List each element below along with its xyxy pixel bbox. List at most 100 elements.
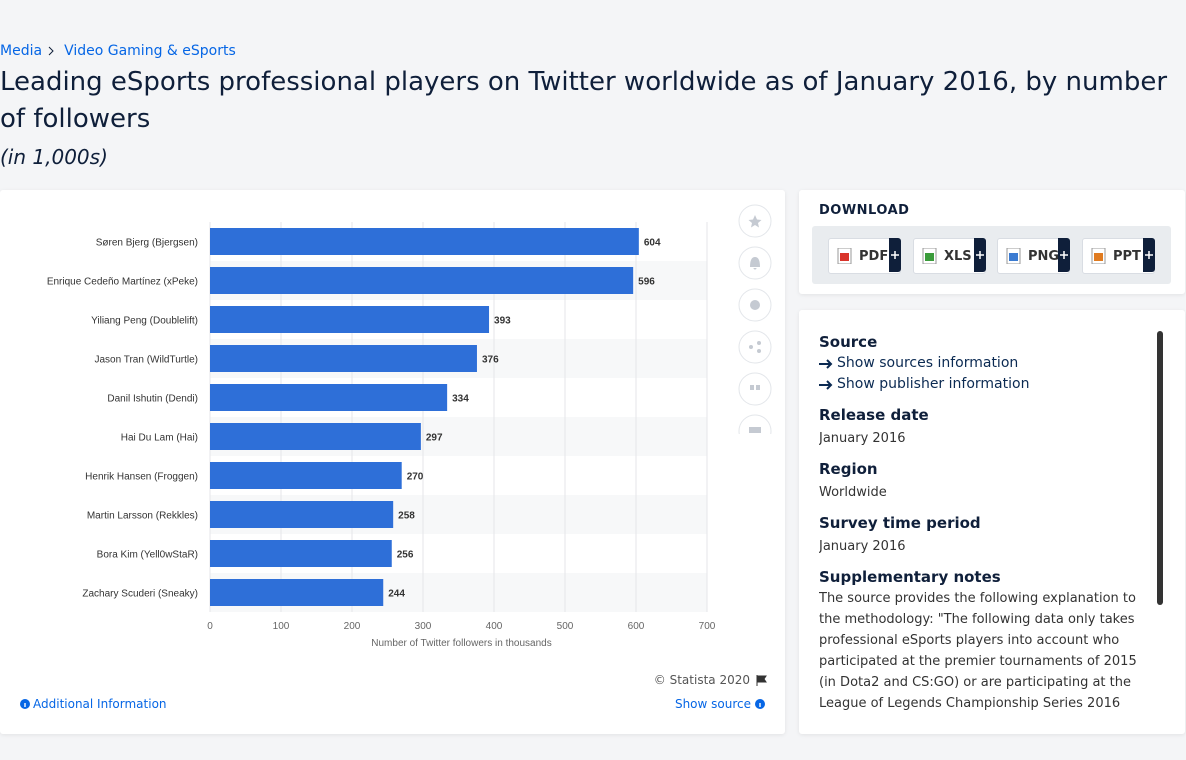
flag-icon[interactable] [756, 674, 767, 686]
detail-label: Survey time period [819, 514, 981, 532]
y-tick-label: Danil Ishutin (Dendi) [107, 394, 198, 405]
info-icon [755, 699, 765, 709]
bar [210, 306, 490, 333]
chevron-icon [48, 46, 54, 56]
y-tick-label: Bora Kim (Yell0wStaR) [97, 550, 198, 561]
tool-icons[interactable] [738, 204, 772, 448]
data-label: 256 [397, 550, 414, 561]
source-link[interactable]: Show publisher information [819, 374, 1149, 395]
y-tick-label: Zachary Scuderi (Sneaky) [82, 589, 198, 600]
download-card: DOWNLOAD PDF XLS PNG PPT [799, 190, 1185, 294]
detail-value: Worldwide [819, 485, 887, 500]
bar [210, 267, 634, 294]
y-tick-label: Hai Du Lam (Hai) [121, 433, 198, 444]
show-source-text[interactable]: Show source [674, 697, 751, 711]
bar [210, 384, 448, 411]
additional-info[interactable]: Additional Information [20, 697, 167, 711]
x-axis-label: Number of Twitter followers in thousands [371, 638, 551, 649]
chart-tools [738, 204, 772, 448]
details: Source Show sources information Show publ… [819, 332, 1149, 718]
source-link-text: Show sources information [837, 355, 1019, 371]
breadcrumb-link[interactable]: Media [0, 43, 43, 59]
x-tick-label: 0 [207, 621, 213, 632]
chart-card: 0 100 200 300 400 500 600 700 Number of Twitter … [0, 190, 785, 734]
source-link[interactable]: Show sources information [819, 353, 1149, 374]
chart: 0 100 200 300 400 500 600 700 Number of Twitter … [47, 222, 716, 649]
download-heading: DOWNLOAD [819, 203, 910, 218]
page-subtitle: (in 1,000s) [0, 145, 108, 169]
data-label: 258 [398, 511, 415, 522]
data-label: 244 [388, 589, 405, 600]
detail-item: Release date January 2016 [819, 405, 1149, 449]
x-tick-label: 700 [699, 621, 716, 632]
info-icon [20, 699, 30, 709]
detail-label: Region [819, 460, 878, 478]
breadcrumb-link[interactable]: Video Gaming & eSports [64, 43, 236, 59]
download-button[interactable]: XLS [913, 238, 986, 274]
data-label: 297 [426, 433, 443, 444]
download-format: PPT [1113, 248, 1141, 264]
copyright: © Statista 2020 [654, 673, 767, 687]
plus-icon [1145, 251, 1153, 259]
data-label: 334 [452, 394, 469, 405]
bar [210, 345, 477, 372]
detail-items: Release date January 2016 Region Worldwide S… [819, 405, 1149, 557]
download-format: PDF [859, 248, 889, 264]
plus-tab [1058, 238, 1070, 272]
plus-tab [974, 238, 986, 272]
detail-label: Supplementary notes [819, 568, 1001, 586]
bar [210, 579, 384, 606]
page-title: Leading eSports professional players on … [0, 67, 1168, 134]
data-label: 393 [494, 316, 511, 327]
detail-label: Release date [819, 406, 929, 424]
plus-tab [1143, 238, 1155, 272]
download-box: PDF XLS PNG PPT [812, 226, 1171, 284]
x-tick-label: 200 [344, 621, 361, 632]
scrollbar[interactable] [1157, 331, 1163, 605]
file-icon [837, 248, 852, 264]
download-format: PNG [1028, 248, 1060, 264]
y-tick-label: Enrique Cedeño Martínez (xPeke) [47, 277, 198, 288]
file-icon [1091, 248, 1106, 264]
data-label: 376 [482, 355, 499, 366]
download-format: XLS [944, 248, 972, 264]
arrow-icon [819, 358, 833, 369]
data-label: 270 [407, 472, 424, 483]
download-button[interactable]: PNG [997, 238, 1070, 274]
plus-icon [891, 251, 899, 259]
x-tick-label: 400 [486, 621, 503, 632]
notes-text: The source provides the following explan… [819, 591, 1137, 718]
y-tick-label: Martin Larsson (Rekkles) [87, 511, 198, 522]
source-links: Show sources information Show publisher i… [819, 353, 1149, 395]
breadcrumb: Media Video Gaming & eSports [0, 43, 236, 59]
show-source[interactable]: Show source [675, 697, 765, 711]
x-tick-label: 100 [273, 621, 290, 632]
additional-info-text[interactable]: Additional Information [33, 697, 167, 711]
x-tick-label: 300 [415, 621, 432, 632]
details-card: Source Show sources information Show publ… [799, 310, 1185, 734]
y-tick-label: Søren Bjerg (Bjergsen) [96, 238, 198, 249]
plus-icon [1060, 251, 1068, 259]
y-tick-label: Yiliang Peng (Doublelift) [91, 316, 198, 327]
bar [210, 462, 402, 489]
plus-icon [976, 251, 984, 259]
arrow-icon [819, 379, 833, 390]
file-icon [1006, 248, 1021, 264]
bar [210, 501, 394, 528]
detail-value: January 2016 [819, 431, 906, 446]
detail-label: Source [819, 333, 878, 351]
detail-item: Survey time period January 2016 [819, 513, 1149, 557]
bar [210, 540, 392, 567]
detail-value: January 2016 [819, 539, 906, 554]
download-button[interactable]: PPT [1082, 238, 1155, 274]
source-link-text: Show publisher information [837, 376, 1030, 392]
download-button[interactable]: PDF [828, 238, 901, 274]
y-tick-label: Jason Tran (WildTurtle) [94, 355, 198, 366]
plus-tab [889, 238, 901, 272]
x-tick-label: 600 [628, 621, 645, 632]
detail-item: Region Worldwide [819, 459, 1149, 503]
file-icon [922, 248, 937, 264]
data-label: 596 [638, 277, 655, 288]
